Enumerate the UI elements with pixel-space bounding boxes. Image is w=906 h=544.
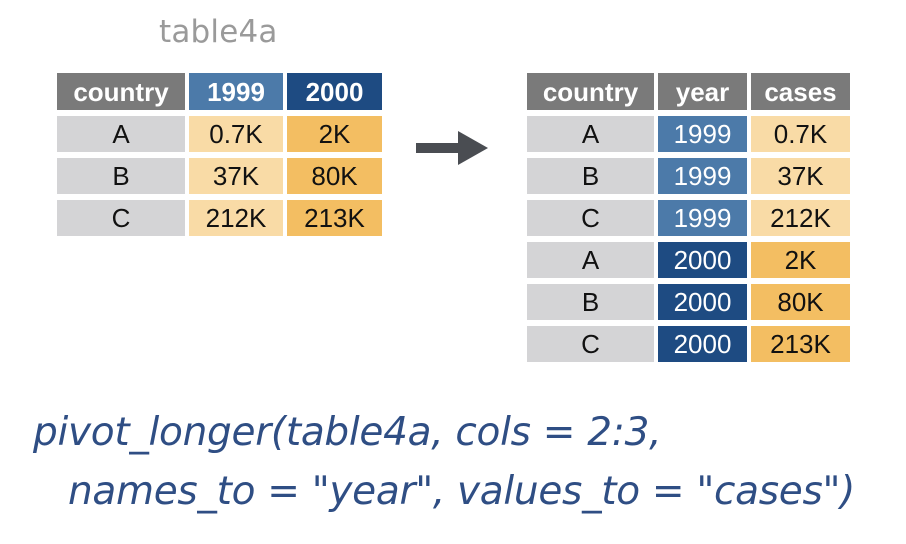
long-cell-country: C <box>527 200 654 236</box>
long-cell-year: 1999 <box>658 200 747 236</box>
wide-cell-2000: 80K <box>287 158 382 194</box>
long-cell-cases: 37K <box>751 158 850 194</box>
long-cell-country: B <box>527 284 654 320</box>
long-header-country: country <box>527 73 654 110</box>
long-cell-cases: 213K <box>751 326 850 362</box>
long-header-cases: cases <box>751 73 850 110</box>
long-cell-country: A <box>527 242 654 278</box>
wide-cell-1999: 37K <box>189 158 283 194</box>
wide-cell-country: B <box>57 158 185 194</box>
long-cell-country: A <box>527 116 654 152</box>
long-cell-year: 2000 <box>658 326 747 362</box>
table-caption: table4a <box>159 14 278 50</box>
wide-cell-country: C <box>57 200 185 236</box>
code-line-1: pivot_longer(table4a, cols = 2:3, <box>33 410 662 455</box>
long-cell-cases: 212K <box>751 200 850 236</box>
long-cell-year: 2000 <box>658 284 747 320</box>
long-cell-cases: 0.7K <box>751 116 850 152</box>
long-header-year: year <box>658 73 747 110</box>
long-cell-country: C <box>527 326 654 362</box>
long-cell-year: 1999 <box>658 158 747 194</box>
long-cell-country: B <box>527 158 654 194</box>
wide-header-country: country <box>57 73 185 110</box>
code-line-2: names_to = "year", values_to = "cases") <box>68 469 856 514</box>
long-table: country year cases A 1999 0.7K B 1999 37… <box>527 73 850 362</box>
right-arrow-icon <box>416 131 488 165</box>
wide-cell-2000: 213K <box>287 200 382 236</box>
wide-header-1999: 1999 <box>189 73 283 110</box>
wide-header-2000: 2000 <box>287 73 382 110</box>
wide-cell-1999: 0.7K <box>189 116 283 152</box>
long-cell-cases: 80K <box>751 284 850 320</box>
wide-cell-country: A <box>57 116 185 152</box>
wide-cell-1999: 212K <box>189 200 283 236</box>
wide-table: country 1999 2000 A 0.7K 2K B 37K 80K C … <box>57 73 382 236</box>
wide-cell-2000: 2K <box>287 116 382 152</box>
long-cell-cases: 2K <box>751 242 850 278</box>
long-cell-year: 1999 <box>658 116 747 152</box>
long-cell-year: 2000 <box>658 242 747 278</box>
